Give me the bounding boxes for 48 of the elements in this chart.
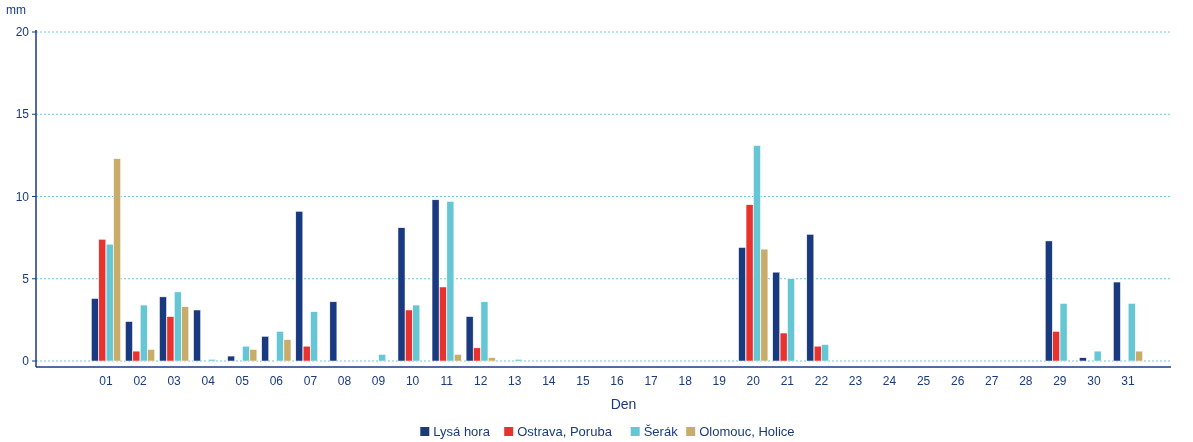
x-tick-label: 11	[440, 374, 454, 388]
x-tick-label: 19	[712, 374, 727, 388]
y-axis-title: mm	[6, 3, 26, 17]
bar	[329, 301, 338, 362]
bar	[1113, 281, 1121, 362]
x-tick-label: 15	[576, 374, 590, 388]
x-tick-label: 03	[167, 374, 182, 388]
bar	[193, 309, 201, 362]
x-tick-label: 01	[99, 374, 113, 388]
x-tick-label: 23	[848, 374, 863, 388]
x-tick-label: 04	[201, 374, 216, 388]
x-tick-label: 14	[542, 374, 556, 388]
x-tick-label: 20	[746, 374, 761, 388]
x-tick-label: 10	[405, 374, 420, 388]
x-tick-label: 05	[235, 374, 250, 388]
x-tick-label: 27	[985, 374, 999, 388]
x-tick-label: 17	[644, 374, 659, 388]
legend-label: Lysá hora	[433, 424, 491, 439]
y-tick-label: 15	[15, 107, 30, 122]
x-tick-label: 22	[814, 374, 829, 388]
x-tick-label: 16	[610, 374, 624, 388]
y-tick-label: 20	[15, 25, 30, 39]
x-tick-label: 31	[1121, 374, 1135, 388]
x-tick-label: 24	[882, 374, 897, 388]
legend-label: Ostrava, Poruba	[517, 424, 613, 439]
x-tick-label: 29	[1053, 374, 1067, 388]
legend-label: Olomouc, Holice	[699, 424, 795, 439]
x-axis-title: Den	[610, 396, 637, 412]
x-tick-label: 12	[474, 374, 488, 388]
x-tick-label: 07	[303, 374, 318, 388]
x-tick-label: 02	[133, 374, 148, 388]
legend-label: Šerák	[643, 424, 679, 439]
y-tick-label: 5	[22, 271, 30, 286]
x-tick-label: 26	[950, 374, 965, 388]
y-tick-label: 0	[22, 354, 30, 368]
x-tick-label: 25	[916, 374, 931, 388]
x-tick-label: 28	[1019, 374, 1033, 388]
x-tick-label: 09	[371, 374, 386, 388]
y-tick-label: 10	[15, 189, 30, 204]
x-tick-label: 06	[269, 374, 284, 388]
x-tick-label: 08	[337, 374, 352, 388]
x-tick-label: 18	[678, 374, 693, 388]
bar	[1079, 357, 1087, 362]
x-tick-label: 21	[780, 374, 795, 388]
x-tick-label: 30	[1087, 374, 1101, 388]
bar	[261, 336, 269, 362]
bar	[227, 355, 235, 362]
x-tick-label: 13	[508, 374, 522, 388]
